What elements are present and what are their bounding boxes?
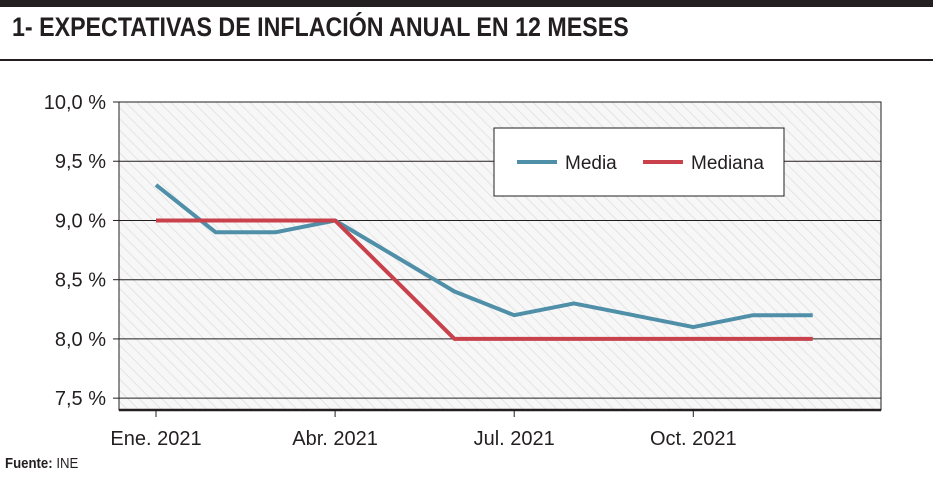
series-lines: [154, 183, 813, 341]
series-line-mediana: [156, 218, 813, 341]
x-tick-label: Oct. 2021: [650, 428, 737, 450]
title-divider: [0, 59, 933, 61]
legend-label-mediana: Mediana: [691, 153, 764, 174]
legend: Media Mediana: [493, 127, 785, 197]
page-title: 1- EXPECTATIVAS DE INFLACIÓN ANUAL EN 12…: [12, 12, 629, 42]
y-tick-label: 9,5 %: [55, 151, 106, 173]
y-tick-label: 8,5 %: [55, 270, 106, 292]
top-bar: [0, 0, 933, 7]
x-tick-label: Jul. 2021: [474, 428, 555, 450]
line-chart: 7,5 % 8,0 % 8,5 % 9,0 % 9,5 % 10,0 % Ene. 202…: [44, 92, 882, 450]
y-tick-label: 8,0 %: [55, 329, 106, 351]
legend-label-media: Media: [565, 153, 617, 174]
y-axis-ticks: 7,5 % 8,0 % 8,5 % 9,0 % 9,5 % 10,0 %: [44, 92, 119, 410]
source-value: INE: [56, 455, 79, 472]
x-tick-label: Ene. 2021: [110, 428, 201, 450]
y-tick-label: 9,0 %: [55, 210, 106, 232]
source-label: Fuente:: [5, 455, 53, 472]
series-line-media: [154, 183, 813, 330]
y-tick-label: 10,0 %: [44, 92, 106, 114]
x-axis-ticks: Ene. 2021 Abr. 2021 Jul. 2021 Oct. 2021: [110, 410, 737, 450]
x-tick-label: Abr. 2021: [292, 428, 378, 450]
axes: [118, 101, 882, 412]
source-note: Fuente: INE: [5, 455, 78, 472]
y-tick-label: 7,5 %: [55, 388, 106, 410]
